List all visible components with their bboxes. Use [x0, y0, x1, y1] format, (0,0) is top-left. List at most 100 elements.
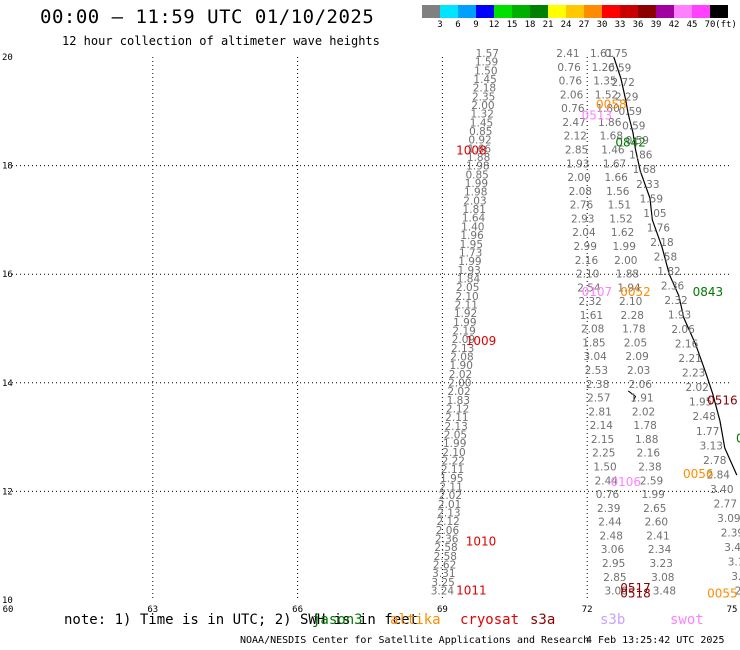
satellite-label-swot: swot [670, 612, 704, 628]
swh-value-label: 1.88 [467, 152, 490, 164]
swh-value-label: 1.50 [593, 462, 616, 474]
swh-value-label: 2.10 [455, 291, 478, 303]
pass-time-label: 0106 [611, 475, 642, 489]
satellite-label-s3b: s3b [600, 612, 626, 628]
swh-value-label: 2.19 [452, 325, 475, 337]
pass-time-label: 0052 [620, 285, 651, 299]
swh-value-label: 3.25 [431, 577, 454, 589]
swh-value-label: 2.02 [439, 490, 462, 502]
footer-notes: note: 1) Time is in UTC; 2) SWH is in fe… [64, 612, 418, 628]
swh-value-label: 2.18 [473, 83, 496, 95]
swh-value-label: 3.04 [583, 351, 607, 363]
swh-value-label: 2.76 [570, 200, 594, 212]
swh-value-label: 2.09 [625, 351, 648, 363]
legend-swatch [494, 5, 512, 18]
legend-swatch [584, 5, 602, 18]
legend-swatch [638, 5, 656, 18]
legend-tick-label: 6 [455, 20, 461, 30]
swh-value-label: 2.06 [671, 324, 695, 336]
swh-value-label: 2.11 [439, 482, 462, 494]
swh-value-label: 3.31 [432, 568, 455, 580]
legend-swatch [620, 5, 638, 18]
x-tick-label: 69 [437, 605, 448, 615]
swh-value-label: 2.02 [685, 382, 708, 394]
pass-time-label: 0844 [736, 432, 740, 446]
swh-value-label: 1.62 [611, 227, 634, 239]
swh-value-label: 3.00 [604, 586, 627, 598]
swh-value-label: 2.23 [682, 368, 705, 380]
swh-value-label: 1.99 [458, 256, 481, 268]
swh-value-label: 1.64 [462, 213, 486, 225]
swh-value-label: 1.52 [595, 89, 618, 101]
legend-tick-label: 45 [686, 20, 698, 30]
swh-value-label: 1.81 [463, 204, 486, 216]
swh-value-label: 2.60 [645, 517, 668, 529]
swh-value-label: 0.76 [561, 103, 585, 115]
swh-value-label: 1.86 [629, 150, 653, 162]
swh-value-label: 2.58 [434, 551, 457, 563]
swh-value-label: 1.93 [566, 158, 589, 170]
legend-tick-label: 33 [614, 20, 626, 30]
swh-value-label: 2.78 [703, 455, 726, 467]
swh-value-label: 2.03 [627, 365, 650, 377]
pass-time-label: 0517 [620, 581, 651, 595]
satellite-label-s3a: s3a [530, 612, 556, 628]
swh-value-label: 2.10 [442, 447, 465, 459]
swh-value-label: 0.85 [465, 169, 488, 181]
swh-value-label: 1.68 [633, 164, 656, 176]
coastline [613, 56, 738, 476]
y-tick-label: 10 [2, 596, 13, 606]
swh-value-label: 2.02 [632, 406, 655, 418]
swh-value-label: 2.85 [565, 144, 588, 156]
pass-time-label: 1010 [466, 535, 497, 549]
swh-value-label: 2.36 [661, 280, 685, 292]
swh-value-label: 2.04 [572, 227, 596, 239]
satellite-legend: jason3 altika cryosat s3a s3b swot [312, 612, 740, 628]
swh-value-label: 2.41 [556, 48, 579, 60]
legend-swatch [656, 5, 674, 18]
swh-value-label: 1.61 [590, 48, 613, 60]
swh-value-label: 1.51 [608, 200, 631, 212]
swh-value-label: 0.59 [626, 135, 649, 147]
swh-value-label: 1.26 [592, 62, 616, 74]
legend-tick-label: 18 [524, 20, 536, 30]
swh-value-label: 2.93 [571, 213, 594, 225]
note-text: note: 1) Time is in UTC; 2) SWH is in fe… [64, 612, 419, 628]
swh-value-label: 2.03 [463, 195, 486, 207]
swh-value-label: 2.05 [624, 337, 647, 349]
credit-text: NOAA/NESDIS Center for Satellite Applica… [240, 635, 590, 646]
swh-value-label: 2.28 [621, 310, 644, 322]
legend-tick-label: 42 [668, 20, 680, 30]
swh-value-label: 2.72 [612, 77, 635, 89]
swh-value-label: 1.68 [600, 131, 623, 143]
swh-value-label: 2.09 [452, 334, 475, 346]
legend-swatch [440, 5, 458, 18]
swh-value-label: 3.13 [700, 440, 723, 452]
pass-time-label: 0516 [707, 394, 738, 408]
swh-value-label: 1.99 [453, 317, 476, 329]
swh-value-label: 3.26 [731, 571, 740, 583]
swh-value-label: 2.22 [442, 456, 465, 468]
legend-tick-label: 21 [542, 20, 554, 30]
swh-value-label: 2.32 [664, 295, 687, 307]
swh-value-label: 1.73 [459, 247, 482, 259]
swh-value-label: 2.00 [614, 255, 637, 267]
legend-swatch [458, 5, 476, 18]
swh-value-label: 2.06 [436, 525, 460, 537]
satellite-label-jason3: jason3 [312, 612, 363, 628]
swh-value-label: 1.50 [474, 65, 497, 77]
swh-value-label: 0.59 [622, 121, 645, 133]
swh-value-label: 0.59 [608, 63, 631, 75]
swh-value-label: 2.02 [449, 369, 472, 381]
swh-value-label: 2.13 [444, 421, 467, 433]
swh-value-label: 2.11 [455, 299, 478, 311]
satellite-label-altika: altika [390, 612, 441, 628]
page-title: 00:00 – 11:59 UTC 01/10/2025 [40, 6, 375, 28]
coastline-island [627, 390, 637, 403]
swh-value-label: 1.45 [470, 117, 493, 129]
swh-value-label: 2.15 [591, 434, 614, 446]
swh-value-label: 2.06 [629, 379, 653, 391]
y-tick-label: 12 [2, 487, 13, 497]
swh-value-label: 2.48 [600, 530, 623, 542]
swh-value-label: 1.77 [696, 426, 719, 438]
